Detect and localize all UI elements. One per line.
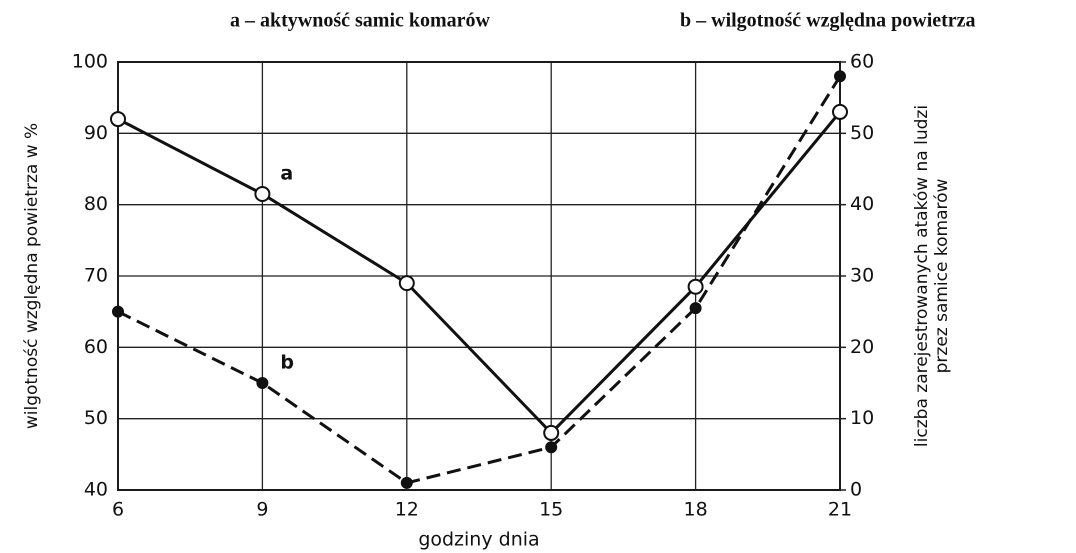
data-point [256, 377, 269, 389]
series-label: b [280, 352, 294, 374]
data-point [254, 185, 271, 202]
y-tick-label: 90 [84, 122, 108, 144]
x-axis-label: godziny dnia [418, 529, 539, 551]
x-tick-label: 12 [395, 499, 419, 521]
y2-tick-label: 20 [850, 336, 874, 358]
x-tick-label: 21 [828, 499, 852, 521]
y2-axis-label: liczba zarejestrowanych ataków na ludzi [912, 105, 932, 447]
data-point [834, 70, 846, 83]
x-tick-label: 9 [256, 499, 268, 521]
y-tick-label: 100 [72, 51, 108, 73]
data-point [543, 424, 560, 441]
y2-axis-label: przez samice komarów [932, 179, 952, 374]
y-tick-label: 50 [84, 407, 108, 429]
data-point [400, 476, 413, 489]
x-tick-label: 6 [112, 499, 124, 521]
y-axis-label: wilgotność względna powietrza w % [22, 123, 42, 429]
series-line [117, 110, 842, 436]
y2-tick-label: 30 [850, 265, 874, 287]
series-label: a [280, 162, 293, 184]
y-tick-label: 80 [84, 193, 108, 215]
data-point [687, 278, 704, 295]
data-point [832, 103, 848, 120]
y2-tick-label: 60 [850, 51, 874, 73]
y-tick-label: 70 [84, 265, 108, 287]
y2-tick-label: 40 [850, 193, 874, 215]
x-tick-label: 18 [684, 499, 708, 521]
series-line [117, 75, 842, 485]
y-tick-label: 40 [84, 479, 108, 501]
y2-tick-label: 50 [850, 122, 874, 144]
legend-b: b – wilgotność względna powietrza [680, 10, 976, 32]
x-tick-label: 15 [539, 499, 563, 521]
data-point [112, 305, 124, 318]
legend-a: a – aktywność samic komarów [230, 10, 491, 32]
data-point [110, 111, 126, 128]
y2-tick-label: 0 [850, 479, 862, 501]
data-point [689, 302, 702, 315]
y-tick-label: 60 [84, 336, 108, 358]
data-point [545, 441, 558, 454]
y2-tick-label: 10 [850, 407, 874, 429]
data-point [398, 275, 415, 292]
